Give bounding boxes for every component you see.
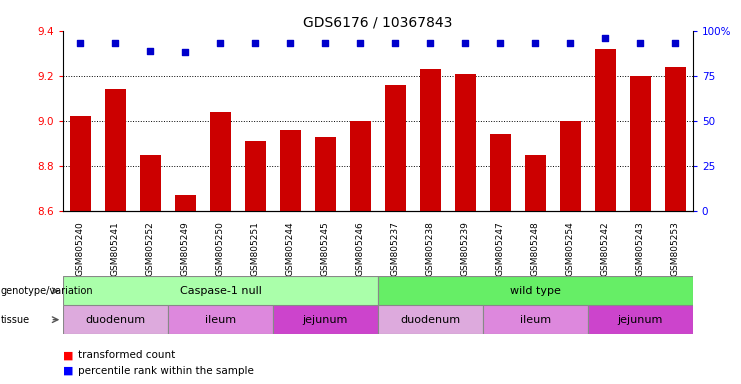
Bar <box>595 49 616 211</box>
Text: ileum: ileum <box>205 314 236 325</box>
Text: tissue: tissue <box>1 314 30 325</box>
Bar <box>630 76 651 211</box>
Point <box>144 48 156 54</box>
Text: jejunum: jejunum <box>618 314 663 325</box>
Bar <box>420 69 441 211</box>
Bar <box>210 112 231 211</box>
Bar <box>280 130 301 211</box>
Bar <box>315 137 336 211</box>
Point <box>215 40 227 46</box>
Bar <box>63 305 168 334</box>
Bar <box>490 134 511 211</box>
Bar <box>385 85 406 211</box>
Bar <box>588 305 693 334</box>
Bar <box>105 89 126 211</box>
Point <box>459 40 471 46</box>
Point <box>179 49 191 55</box>
Text: ■: ■ <box>63 350 73 360</box>
Bar <box>483 305 588 334</box>
Bar <box>168 305 273 334</box>
Text: wild type: wild type <box>510 286 561 296</box>
Bar <box>455 74 476 211</box>
Point <box>250 40 262 46</box>
Point <box>110 40 122 46</box>
Text: transformed count: transformed count <box>78 350 175 360</box>
Bar <box>175 195 196 211</box>
Point <box>75 40 87 46</box>
Bar <box>665 67 686 211</box>
Text: Caspase-1 null: Caspase-1 null <box>179 286 262 296</box>
Point <box>354 40 366 46</box>
Bar <box>70 116 91 211</box>
Point <box>599 35 611 41</box>
Point <box>634 40 646 46</box>
Point <box>565 40 576 46</box>
Text: genotype/variation: genotype/variation <box>1 286 93 296</box>
Bar <box>63 276 378 305</box>
Point <box>285 40 296 46</box>
Bar <box>273 305 378 334</box>
Point <box>319 40 331 46</box>
Point <box>390 40 402 46</box>
Text: jejunum: jejunum <box>303 314 348 325</box>
Bar <box>140 155 161 211</box>
Text: ileum: ileum <box>519 314 551 325</box>
Text: duodenum: duodenum <box>85 314 145 325</box>
Bar <box>525 155 546 211</box>
Point <box>529 40 541 46</box>
Bar <box>560 121 581 211</box>
Title: GDS6176 / 10367843: GDS6176 / 10367843 <box>303 16 453 30</box>
Point <box>494 40 506 46</box>
Text: duodenum: duodenum <box>400 314 460 325</box>
Point <box>669 40 681 46</box>
Bar <box>378 305 483 334</box>
Bar <box>350 121 371 211</box>
Text: percentile rank within the sample: percentile rank within the sample <box>78 366 253 376</box>
Point <box>425 40 436 46</box>
Bar <box>245 141 266 211</box>
Text: ■: ■ <box>63 366 73 376</box>
Bar <box>378 276 693 305</box>
